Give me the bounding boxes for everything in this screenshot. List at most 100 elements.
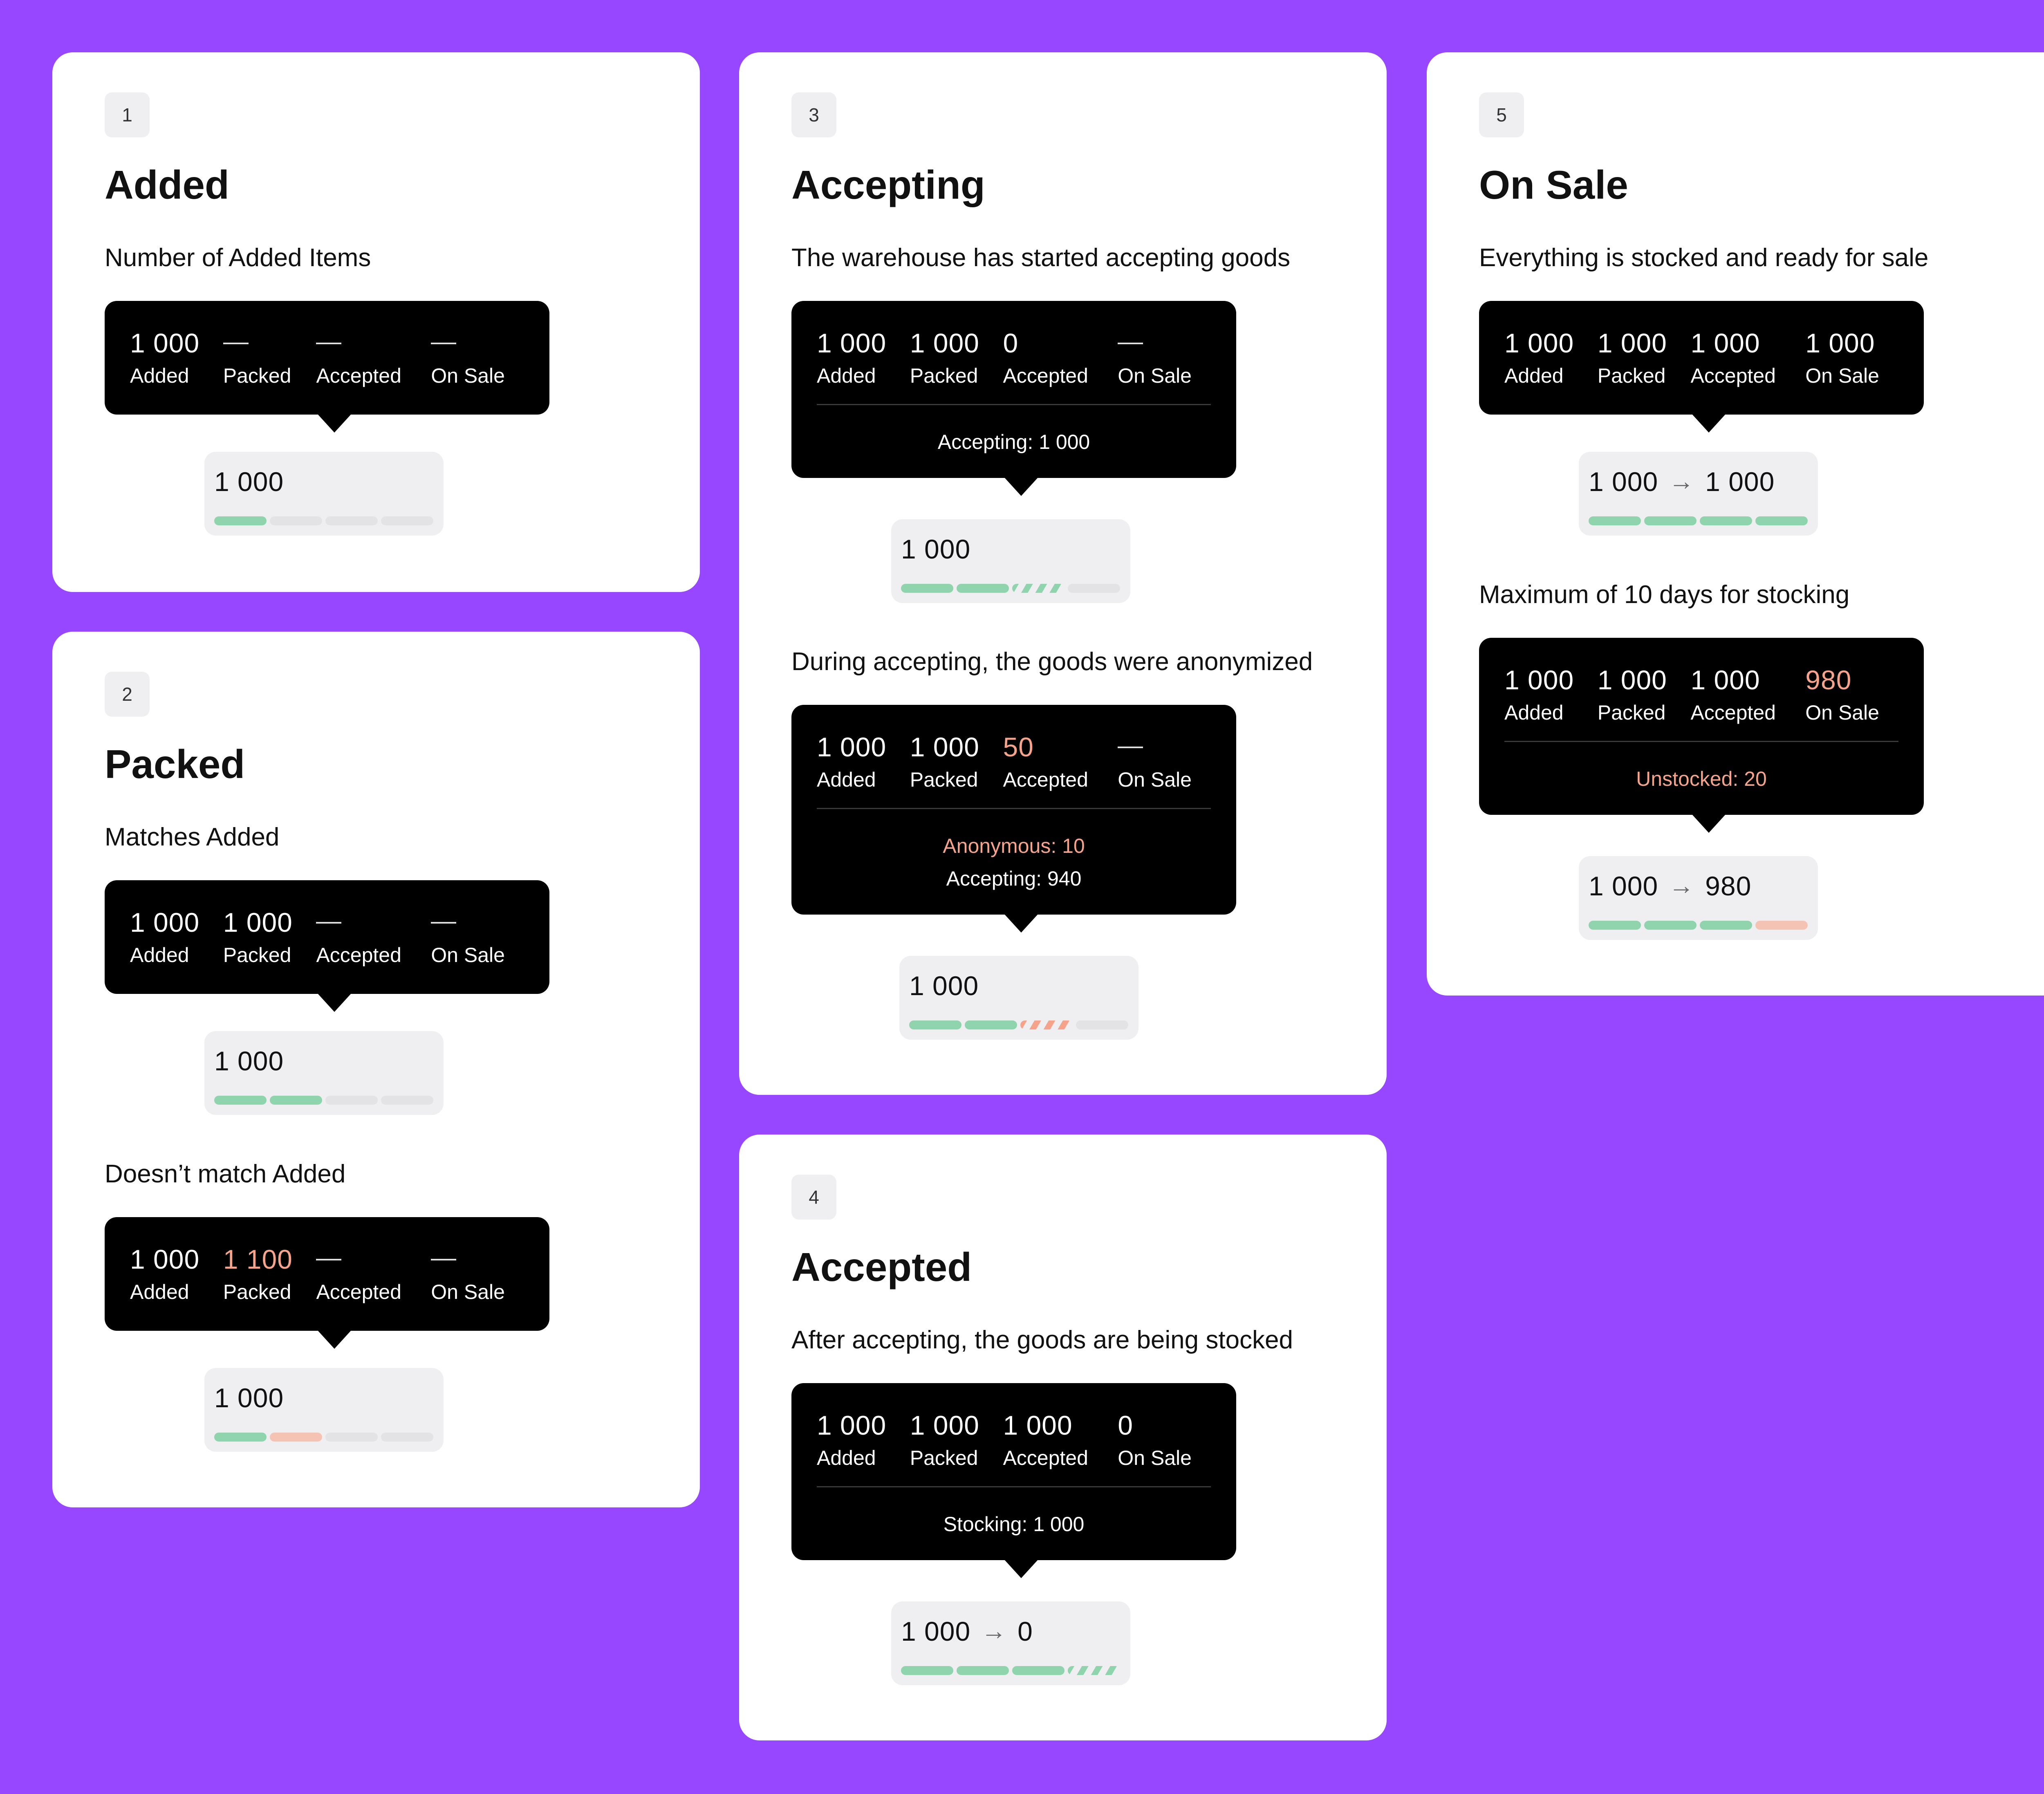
arrow-right-icon: →	[1669, 467, 1695, 496]
tooltip-value: 1 000	[1690, 328, 1760, 358]
progress-segment	[957, 584, 1009, 593]
tooltip-column-packed: Packed	[223, 330, 316, 386]
tooltip-notes: Anonymous: 10 Accepting: 940	[817, 809, 1211, 915]
progress-segment	[909, 1020, 961, 1029]
step-card-accepted: 4 Accepted After accepting, the goods ar…	[739, 1135, 1387, 1740]
tooltip-column-on-sale: On Sale	[431, 909, 524, 965]
quantity-pill[interactable]: 1 000	[204, 1031, 444, 1115]
progress-bars	[901, 1666, 1121, 1675]
tooltip-value: 0	[1003, 328, 1019, 358]
tooltip-column-accepted: 1 000 Accepted	[1690, 666, 1805, 723]
quantity-pill[interactable]: 1 000	[899, 956, 1139, 1040]
step-caption: Everything is stocked and ready for sale	[1479, 244, 1929, 272]
tooltip-column-on-sale: On Sale	[1118, 330, 1211, 386]
step-caption: Number of Added Items	[105, 244, 371, 272]
progress-segment	[381, 1433, 433, 1442]
progress-segment	[901, 584, 953, 593]
tooltip-column-packed: 1 000 Packed	[910, 1412, 1003, 1468]
tooltip-column-packed: 1 000 Packed	[910, 330, 1003, 386]
progress-segment	[270, 516, 322, 525]
progress-segment-in-progress	[1068, 1666, 1120, 1675]
tooltip-column-on-sale: On Sale	[1118, 733, 1211, 790]
tooltip-column-accepted: Accepted	[316, 1246, 431, 1302]
step-title: Packed	[105, 742, 245, 787]
tooltip-column-packed: 1 000 Packed	[1598, 330, 1691, 386]
tooltip-value: 1 000	[130, 907, 200, 937]
pill-value-from: 1 000	[1589, 466, 1659, 497]
tooltip-label: Packed	[910, 768, 978, 791]
tooltip-value: 1 000	[1003, 1410, 1073, 1440]
tooltip-label: On Sale	[1805, 701, 1879, 724]
progress-segment	[214, 516, 267, 525]
step-card-on-sale: 5 On Sale Everything is stocked and read…	[1427, 52, 2044, 996]
progress-segment	[381, 1096, 433, 1105]
progress-segment	[1700, 516, 1752, 525]
tooltip-label: Accepted	[1003, 364, 1088, 387]
tooltip-note-warning: Anonymous: 10	[943, 834, 1085, 857]
progress-segment-in-progress	[1012, 584, 1065, 593]
tooltip-label: Added	[817, 364, 876, 387]
tooltip-value: 1 000	[910, 328, 979, 358]
tooltip-label: Packed	[1597, 701, 1666, 724]
step-title: Accepting	[791, 162, 985, 207]
tooltip-label: Added	[817, 768, 876, 791]
step-card-packed: 2 Packed Matches Added 1 000 Added 1 000 P…	[52, 632, 700, 1507]
pill-value: 1 000	[901, 534, 971, 564]
tooltip-value: 1 000	[1597, 328, 1667, 358]
tooltip-column-accepted: 0 Accepted	[1003, 330, 1118, 386]
step-caption: The warehouse has started accepting good…	[791, 244, 1291, 272]
tooltip-column-on-sale: 1 000 On Sale	[1805, 330, 1898, 386]
step-caption: During accepting, the goods were anonymi…	[791, 648, 1313, 676]
step-title: Added	[105, 162, 229, 207]
tooltip-label: Accepted	[1003, 1446, 1088, 1469]
progress-segment	[1068, 584, 1120, 593]
tooltip-label: Accepted	[316, 364, 401, 387]
tooltip-notes: Accepting: 1 000	[817, 405, 1211, 478]
quantity-pill[interactable]: 1 000 → 980	[1579, 856, 1818, 940]
quantity-pill[interactable]: 1 000 → 0	[891, 1601, 1130, 1685]
tooltip-value-empty	[316, 1246, 431, 1273]
arrow-right-icon: →	[981, 1617, 1007, 1645]
tooltip-label: On Sale	[1118, 364, 1192, 387]
tooltip-label: On Sale	[1118, 1446, 1192, 1469]
status-tooltip: 1 000 Added 1 100 Packed Accepted On Sale	[105, 1217, 549, 1349]
quantity-pill[interactable]: 1 000	[204, 452, 444, 536]
tooltip-label: Packed	[223, 944, 291, 967]
tooltip-label: Added	[1504, 364, 1564, 387]
step-number-badge: 2	[105, 672, 150, 717]
tooltip-label: Accepted	[1690, 701, 1776, 724]
pill-value-to: 1 000	[1705, 466, 1775, 497]
quantity-pill[interactable]: 1 000	[204, 1368, 444, 1452]
tooltip-label: Added	[817, 1446, 876, 1469]
progress-bars	[1589, 921, 1808, 930]
status-tooltip: 1 000 Added 1 000 Packed 1 000 Accepted 980…	[1479, 638, 1924, 833]
tooltip-label: Packed	[910, 364, 978, 387]
quantity-pill[interactable]: 1 000	[891, 519, 1130, 603]
tooltip-column-added: 1 000 Added	[817, 330, 910, 386]
pill-value: 1 000 → 1 000	[1589, 467, 1808, 496]
quantity-pill[interactable]: 1 000 → 1 000	[1579, 452, 1818, 536]
step-caption: Maximum of 10 days for stocking	[1479, 581, 1850, 609]
progress-segment	[214, 1096, 267, 1105]
step-card-added: 1 Added Number of Added Items 1 000 Added…	[52, 52, 700, 592]
progress-segment	[1755, 516, 1808, 525]
tooltip-column-added: 1 000 Added	[817, 1412, 910, 1468]
pill-value: 1 000	[214, 466, 284, 497]
tooltip-divider	[817, 404, 1211, 405]
progress-segment	[957, 1666, 1009, 1675]
progress-bars	[214, 1096, 434, 1105]
progress-bars	[909, 1020, 1129, 1029]
progress-segment	[214, 1433, 267, 1442]
progress-segment	[381, 516, 433, 525]
pill-value: 1 000 → 980	[1589, 872, 1808, 900]
tooltip-value: 1 000	[817, 328, 887, 358]
status-tooltip: 1 000 Added Packed Accepted On Sale	[105, 301, 549, 433]
tooltip-value: 0	[1118, 1410, 1133, 1440]
tooltip-label: Added	[1504, 701, 1564, 724]
tooltip-column-added: 1 000 Added	[130, 330, 223, 386]
tooltip-value-empty	[223, 330, 316, 357]
step-caption: Doesn’t match Added	[105, 1160, 346, 1188]
tooltip-column-accepted: Accepted	[316, 909, 431, 965]
progress-segment-warning	[1755, 921, 1808, 930]
tooltip-divider	[1504, 741, 1898, 742]
